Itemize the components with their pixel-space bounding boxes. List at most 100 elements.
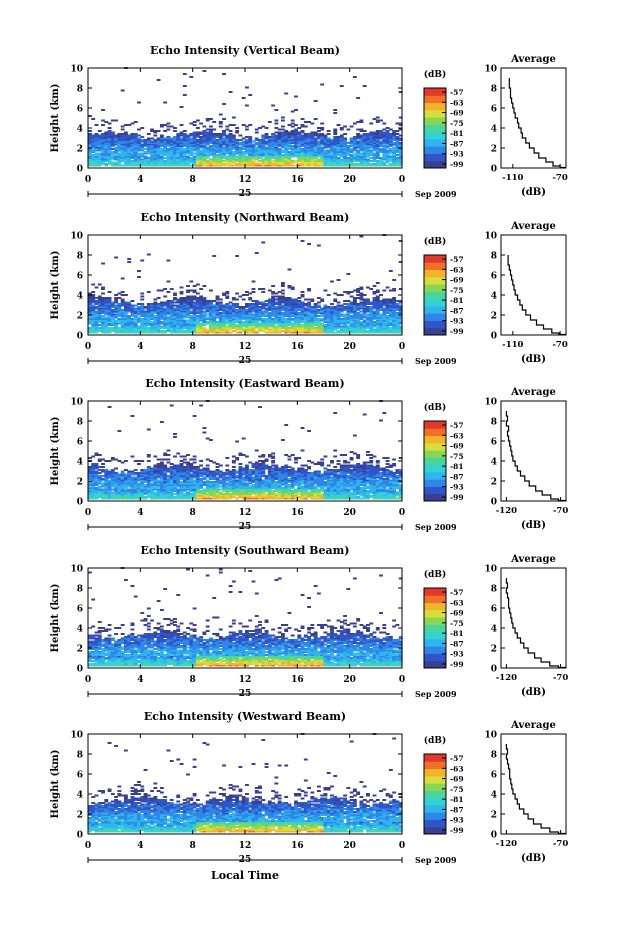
heatmap-cell bbox=[294, 134, 298, 137]
heatmap-cell bbox=[153, 475, 158, 477]
heatmap-cell bbox=[316, 315, 321, 317]
heatmap-cell bbox=[316, 136, 321, 138]
heatmap-cell bbox=[294, 130, 298, 132]
heatmap-cell bbox=[137, 160, 141, 162]
heatmap-cell bbox=[274, 331, 279, 334]
heatmap-cell bbox=[189, 140, 194, 143]
heatmap-cell bbox=[199, 309, 204, 311]
heatmap-cell bbox=[133, 315, 138, 317]
heatmap-cell bbox=[107, 488, 112, 491]
heatmap-cell bbox=[192, 304, 197, 307]
heatmap-cell bbox=[284, 331, 289, 334]
heatmap-cell bbox=[290, 325, 295, 328]
heatmap-cell bbox=[352, 322, 357, 325]
heatmap-cell bbox=[120, 493, 125, 495]
heatmap-cell bbox=[104, 136, 109, 138]
heatmap-cell bbox=[101, 497, 105, 500]
heatmap-cell bbox=[195, 161, 200, 164]
heatmap-cell bbox=[114, 304, 119, 307]
average-x-label: (dB) bbox=[521, 187, 546, 198]
heatmap-cell bbox=[316, 331, 321, 334]
heatmap-cell bbox=[153, 494, 158, 497]
heatmap-cell bbox=[398, 312, 403, 314]
heatmap-cell bbox=[186, 139, 190, 141]
heatmap-cell bbox=[254, 327, 259, 329]
heatmap-cell bbox=[94, 142, 99, 144]
heatmap-cell bbox=[254, 313, 259, 316]
heatmap-cell bbox=[310, 148, 315, 150]
heatmap-cell bbox=[248, 154, 253, 156]
heatmap-cell bbox=[362, 148, 367, 150]
heatmap-cell bbox=[254, 324, 259, 326]
heatmap-cell bbox=[218, 155, 223, 158]
heatmap-cell bbox=[258, 157, 262, 159]
heatmap-cell bbox=[176, 304, 181, 307]
heatmap-cell bbox=[271, 146, 276, 149]
heatmap-cell bbox=[310, 142, 315, 144]
heatmap-cell bbox=[392, 163, 397, 165]
heatmap-cell bbox=[127, 154, 132, 156]
heatmap-cell bbox=[150, 143, 155, 146]
heatmap-cell bbox=[316, 163, 321, 165]
heatmap-cell bbox=[228, 164, 233, 167]
colorbar-swatch bbox=[424, 276, 446, 285]
heatmap-cell bbox=[91, 145, 96, 147]
heatmap-cell bbox=[359, 303, 364, 305]
heatmap-cell bbox=[379, 307, 383, 310]
heatmap-cell bbox=[395, 325, 400, 328]
heatmap-cell bbox=[97, 300, 102, 302]
heatmap-cell bbox=[150, 137, 155, 140]
heatmap-cell bbox=[153, 312, 158, 314]
heatmap-cell bbox=[153, 484, 158, 486]
heatmap-cell bbox=[388, 307, 393, 310]
heatmap-cell bbox=[209, 328, 213, 331]
heatmap-cell bbox=[323, 304, 328, 307]
heatmap-cell bbox=[245, 152, 249, 155]
heatmap-cell bbox=[114, 154, 119, 156]
heatmap-cell bbox=[382, 158, 387, 161]
heatmap-cell bbox=[130, 494, 135, 497]
heatmap-cell bbox=[91, 143, 96, 146]
heatmap-cell bbox=[104, 148, 109, 150]
heatmap-cell bbox=[392, 137, 397, 140]
heatmap-cell bbox=[339, 163, 344, 165]
heatmap-cell bbox=[320, 298, 325, 301]
heatmap-cell bbox=[140, 152, 145, 155]
heatmap-cell bbox=[153, 307, 158, 310]
heatmap-cell bbox=[123, 294, 128, 296]
heatmap-cell bbox=[156, 310, 161, 313]
heatmap-cell bbox=[88, 321, 92, 323]
heatmap-cell bbox=[176, 146, 181, 149]
heatmap-cell bbox=[179, 328, 184, 331]
heatmap-cell bbox=[366, 310, 370, 313]
heatmap-cell bbox=[186, 295, 190, 298]
heatmap-cell bbox=[212, 152, 217, 155]
heatmap-cell bbox=[235, 151, 240, 153]
heatmap-cell bbox=[182, 319, 187, 322]
heatmap-cell bbox=[225, 164, 230, 167]
heatmap-cell bbox=[300, 301, 305, 304]
heatmap-cell bbox=[369, 309, 374, 311]
heatmap-cell bbox=[137, 325, 141, 328]
heatmap-cell bbox=[356, 137, 361, 140]
heatmap-cell bbox=[395, 307, 400, 310]
heatmap-cell bbox=[140, 143, 145, 146]
heatmap-cell bbox=[153, 309, 158, 311]
heatmap-cell bbox=[101, 143, 105, 146]
heatmap-cell bbox=[290, 142, 295, 144]
heatmap-cell bbox=[117, 319, 122, 322]
heatmap-cell bbox=[202, 298, 207, 301]
heatmap-cell bbox=[375, 303, 380, 305]
heatmap-cell bbox=[146, 469, 151, 471]
heatmap-cell bbox=[137, 485, 141, 488]
heatmap-cell bbox=[297, 164, 302, 167]
heatmap-cell bbox=[231, 137, 236, 140]
heatmap-cell bbox=[339, 146, 344, 149]
heatmap-cell bbox=[352, 303, 357, 305]
heatmap-cell bbox=[114, 140, 119, 143]
heatmap-cell bbox=[123, 312, 128, 314]
heatmap-cell bbox=[310, 313, 315, 316]
heatmap-cell bbox=[146, 137, 151, 140]
heatmap-cell bbox=[339, 161, 344, 164]
heatmap-cell bbox=[274, 131, 279, 134]
